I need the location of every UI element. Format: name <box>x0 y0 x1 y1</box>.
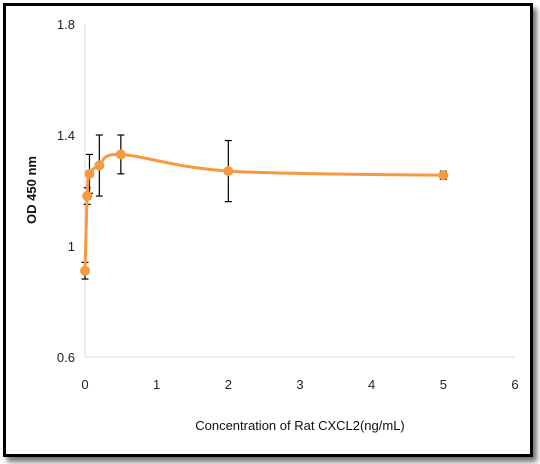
data-point <box>80 265 90 276</box>
data-point <box>223 166 234 177</box>
x-tick-label: 4 <box>368 377 375 392</box>
data-point <box>115 149 126 160</box>
data-point <box>94 160 105 171</box>
x-tick-label: 2 <box>225 377 232 392</box>
x-tick-label: 5 <box>440 377 447 392</box>
x-tick-label: 6 <box>511 377 518 392</box>
x-tick-label: 1 <box>153 377 160 392</box>
series-line <box>83 152 445 273</box>
y-tick-label: 1.8 <box>57 17 75 32</box>
y-tick-label: 1.4 <box>57 128 75 143</box>
x-axis-label: Concentration of Rat CXCL2(ng/mL) <box>195 418 405 433</box>
data-point <box>438 170 449 181</box>
data-point <box>84 168 95 179</box>
y-axis-label: OD 450 nm <box>24 156 39 224</box>
x-tick-label: 0 <box>81 377 88 392</box>
y-tick-label: 0.6 <box>57 350 75 365</box>
chart-frame <box>3 3 533 457</box>
data-point <box>82 191 93 202</box>
x-tick-label: 3 <box>296 377 303 392</box>
y-tick-label: 1 <box>68 239 75 254</box>
